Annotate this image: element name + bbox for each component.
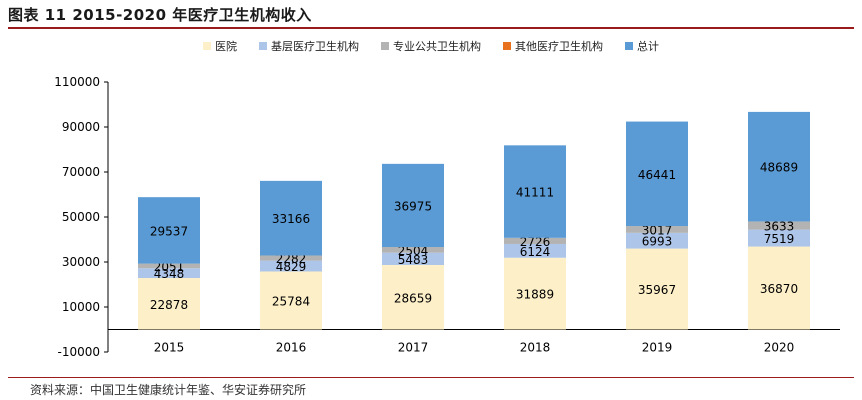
- y-tick-label: 90000: [62, 120, 100, 134]
- data-label: 41111: [516, 186, 554, 200]
- x-tick-label: 2017: [398, 341, 429, 355]
- data-label: 5483: [398, 253, 429, 267]
- legend-item: 总计: [625, 38, 659, 54]
- bar-segment-5: [382, 163, 444, 248]
- data-label: 36975: [394, 199, 432, 213]
- legend-item: 其他医疗卫生机构: [503, 38, 603, 54]
- bar-segment-3: [382, 247, 444, 253]
- bar-segment-5: [138, 197, 200, 264]
- legend-item: 基层医疗卫生机构: [259, 38, 359, 54]
- y-tick-label: 30000: [62, 255, 100, 269]
- bar-segment-1: [138, 278, 200, 330]
- data-label: 6124: [520, 245, 551, 259]
- legend-label: 医院: [215, 40, 237, 53]
- legend-item: 医院: [203, 38, 237, 54]
- x-tick-label: 2015: [154, 341, 185, 355]
- bar-segment-2: [260, 260, 322, 272]
- bar-segment-3: [748, 221, 810, 230]
- y-tick-label: 70000: [62, 165, 100, 179]
- y-tick-label: 10000: [62, 300, 100, 314]
- data-label: 29537: [150, 224, 188, 238]
- legend-swatch: [381, 42, 389, 50]
- data-label: 6993: [642, 235, 673, 249]
- bar-segment-1: [382, 265, 444, 330]
- data-label: 36870: [760, 282, 798, 296]
- bar-segment-3: [626, 226, 688, 233]
- x-tick-label: 2019: [642, 341, 673, 355]
- figure-title: 图表 11 2015-2020 年医疗卫生机构收入: [8, 6, 312, 24]
- bar-segment-3: [504, 237, 566, 244]
- bar-segment-2: [138, 268, 200, 279]
- data-label: 2282: [276, 252, 307, 266]
- y-tick-label: -10000: [57, 345, 100, 359]
- legend-swatch: [503, 42, 511, 50]
- title-rule: [8, 27, 854, 29]
- source-note: 资料来源：中国卫生健康统计年鉴、华安证券研究所: [30, 383, 307, 397]
- bar-segment-2: [504, 243, 566, 258]
- data-label: 2504: [398, 244, 429, 258]
- data-label: 25784: [272, 294, 310, 308]
- data-label: 4829: [276, 260, 307, 274]
- bar-segment-3: [260, 255, 322, 261]
- bar-segment-1: [260, 271, 322, 330]
- data-label: 46441: [638, 168, 676, 182]
- bar-segment-5: [626, 121, 688, 227]
- data-label: 31889: [516, 288, 554, 302]
- data-label: 28659: [394, 291, 432, 305]
- bar-segment-5: [748, 111, 810, 222]
- legend-label: 专业公共卫生机构: [393, 40, 481, 53]
- data-label: 7519: [764, 232, 795, 246]
- chart-legend: 医院 基层医疗卫生机构 专业公共卫生机构 其他医疗卫生机构 总计: [0, 38, 862, 54]
- bar-segment-5: [504, 145, 566, 238]
- data-label: 48689: [760, 161, 798, 175]
- bar-segment-5: [260, 180, 322, 256]
- x-tick-label: 2018: [520, 341, 551, 355]
- bar-segment-2: [382, 252, 444, 266]
- data-label: 3017: [642, 223, 673, 237]
- legend-item: 专业公共卫生机构: [381, 38, 481, 54]
- bar-segment-1: [504, 257, 566, 330]
- y-tick-label: 50000: [62, 210, 100, 224]
- data-label: 35967: [638, 283, 676, 297]
- bottom-rule: [8, 377, 854, 378]
- legend-label: 其他医疗卫生机构: [515, 40, 603, 53]
- chart-area: -10000 10000 30000 50000 70000 90000 110000 228…: [54, 75, 840, 359]
- bar-segment-2: [626, 232, 688, 249]
- bar-segment-1: [748, 246, 810, 330]
- x-tick-label: 2020: [764, 341, 795, 355]
- x-tick-label: 2016: [276, 341, 307, 355]
- legend-swatch: [259, 42, 267, 50]
- data-label: 4348: [154, 267, 185, 281]
- bar-segment-3: [138, 263, 200, 269]
- data-label: 3633: [764, 220, 795, 234]
- bar-segment-1: [626, 248, 688, 330]
- legend-label: 基层医疗卫生机构: [271, 40, 359, 53]
- y-tick-label: 110000: [54, 75, 100, 89]
- data-label: 22878: [150, 298, 188, 312]
- data-label: 33166: [272, 212, 310, 226]
- legend-swatch: [625, 42, 633, 50]
- bar-segment-2: [748, 229, 810, 247]
- legend-swatch: [203, 42, 211, 50]
- legend-label: 总计: [637, 40, 659, 53]
- data-label: 2726: [520, 235, 551, 249]
